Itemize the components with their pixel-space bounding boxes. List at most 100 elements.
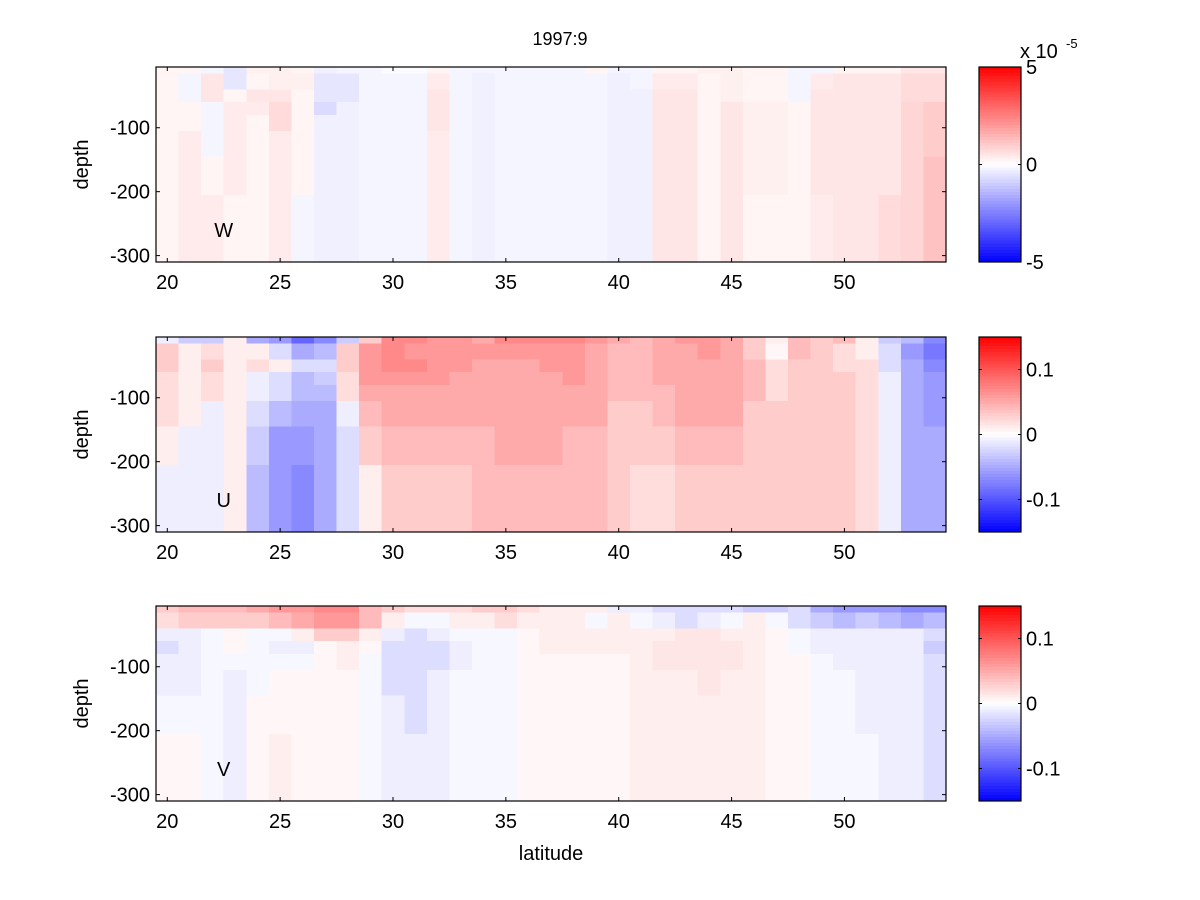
heatmap-cell bbox=[788, 359, 811, 373]
heatmap-cell bbox=[855, 372, 879, 386]
colorbar-swatch bbox=[979, 410, 1021, 414]
heatmap-cell bbox=[314, 343, 337, 360]
heatmap-cell bbox=[765, 733, 789, 802]
colorbar-swatch bbox=[979, 222, 1021, 226]
heatmap-cell bbox=[381, 464, 405, 533]
heatmap-cell bbox=[291, 156, 315, 196]
heatmap-cell bbox=[178, 156, 202, 196]
heatmap-cell bbox=[584, 156, 608, 196]
heatmap-cell bbox=[472, 426, 495, 466]
heatmap-cell bbox=[675, 400, 699, 427]
heatmap-cell bbox=[517, 695, 541, 735]
colorbar-swatch bbox=[979, 510, 1021, 515]
colorbar-swatch bbox=[979, 364, 1021, 368]
heatmap-cell bbox=[178, 114, 202, 132]
heatmap-cell bbox=[539, 337, 563, 344]
colorbar-swatch bbox=[979, 370, 1021, 375]
heatmap-cell bbox=[426, 695, 450, 735]
colorbar-swatch bbox=[979, 198, 1021, 202]
heatmap-cell bbox=[539, 695, 563, 735]
heatmap-cell bbox=[314, 426, 337, 466]
x-tick-label: 45 bbox=[720, 811, 742, 833]
heatmap-cell bbox=[900, 130, 924, 157]
colorbar-swatch bbox=[979, 106, 1021, 111]
heatmap-cell bbox=[517, 156, 541, 196]
heatmap-cell bbox=[494, 194, 518, 263]
heatmap-cell bbox=[268, 628, 292, 642]
heatmap-cell bbox=[156, 641, 179, 655]
heatmap-cell bbox=[878, 400, 902, 427]
heatmap-cell bbox=[855, 400, 879, 427]
heatmap-cell bbox=[697, 114, 721, 132]
heatmap-cell bbox=[788, 641, 811, 655]
heatmap-cell bbox=[472, 733, 495, 802]
heatmap-cell bbox=[652, 73, 676, 90]
heatmap-cell bbox=[855, 464, 879, 533]
heatmap-cell bbox=[494, 372, 518, 386]
x-tick-label: 30 bbox=[382, 272, 404, 294]
colorbar-swatch bbox=[979, 715, 1021, 720]
heatmap-cell bbox=[246, 628, 270, 642]
heatmap-cell bbox=[584, 733, 608, 802]
heatmap-cell bbox=[404, 73, 428, 90]
heatmap-cell bbox=[246, 67, 270, 74]
heatmap-cell bbox=[246, 194, 270, 263]
heatmap-cell bbox=[584, 343, 608, 360]
heatmap-cell bbox=[765, 612, 789, 629]
heatmap-cell bbox=[291, 343, 315, 360]
heatmap-cell bbox=[359, 733, 383, 802]
heatmap-cell bbox=[156, 89, 179, 103]
heatmap-cell bbox=[697, 733, 721, 802]
heatmap-cell bbox=[765, 337, 789, 344]
heatmap-cell bbox=[652, 67, 676, 74]
colorbar-swatch bbox=[979, 770, 1021, 775]
colorbar-swatch bbox=[979, 407, 1021, 411]
colorbar-swatch bbox=[979, 219, 1021, 223]
heatmap-cell bbox=[472, 359, 495, 373]
heatmap-cell bbox=[855, 343, 879, 360]
heatmap-cell bbox=[855, 359, 879, 373]
heatmap-cell bbox=[810, 337, 834, 344]
heatmap-cell bbox=[675, 67, 699, 74]
colorbar-swatch bbox=[979, 85, 1021, 89]
heatmap-cell bbox=[900, 156, 924, 196]
heatmap-cell bbox=[900, 384, 924, 402]
heatmap-cell bbox=[314, 194, 337, 263]
heatmap-cell bbox=[923, 733, 947, 802]
heatmap-cell bbox=[652, 695, 676, 735]
heatmap-cell bbox=[449, 653, 473, 671]
colorbar-swatch bbox=[979, 207, 1021, 211]
heatmap-cell bbox=[201, 194, 225, 263]
heatmap-cell bbox=[584, 384, 608, 402]
y-tick-label: -100 bbox=[110, 657, 150, 679]
heatmap-cell bbox=[336, 337, 360, 344]
heatmap-cell bbox=[810, 653, 834, 671]
heatmap-cell bbox=[607, 695, 631, 735]
heatmap-cell bbox=[539, 400, 563, 427]
y-tick-label: -200 bbox=[110, 452, 150, 474]
heatmap-cell bbox=[472, 372, 495, 386]
heatmap-cell bbox=[833, 669, 857, 696]
heatmap-cell bbox=[494, 384, 518, 402]
heatmap-cell bbox=[201, 426, 225, 466]
heatmap-cell bbox=[156, 194, 179, 263]
colorbar-swatch bbox=[979, 525, 1021, 530]
heatmap-cell bbox=[923, 194, 947, 263]
heatmap-cell bbox=[336, 426, 360, 466]
heatmap-cell bbox=[675, 372, 699, 386]
heatmap-cell bbox=[720, 359, 744, 373]
heatmap-cell bbox=[630, 733, 653, 802]
heatmap-cell bbox=[336, 384, 360, 402]
colorbar-swatch bbox=[979, 422, 1021, 426]
heatmap-cell bbox=[833, 343, 857, 360]
heatmap-cell bbox=[584, 612, 608, 629]
colorbar-swatch bbox=[979, 228, 1021, 233]
heatmap-cell bbox=[765, 426, 789, 466]
heatmap-cell bbox=[584, 641, 608, 655]
heatmap-cell bbox=[720, 384, 744, 402]
heatmap-cell bbox=[156, 102, 179, 116]
heatmap-cell bbox=[742, 695, 766, 735]
heatmap-cell bbox=[833, 695, 857, 735]
heatmap-cell bbox=[810, 89, 834, 103]
heatmap-cell bbox=[314, 67, 337, 74]
